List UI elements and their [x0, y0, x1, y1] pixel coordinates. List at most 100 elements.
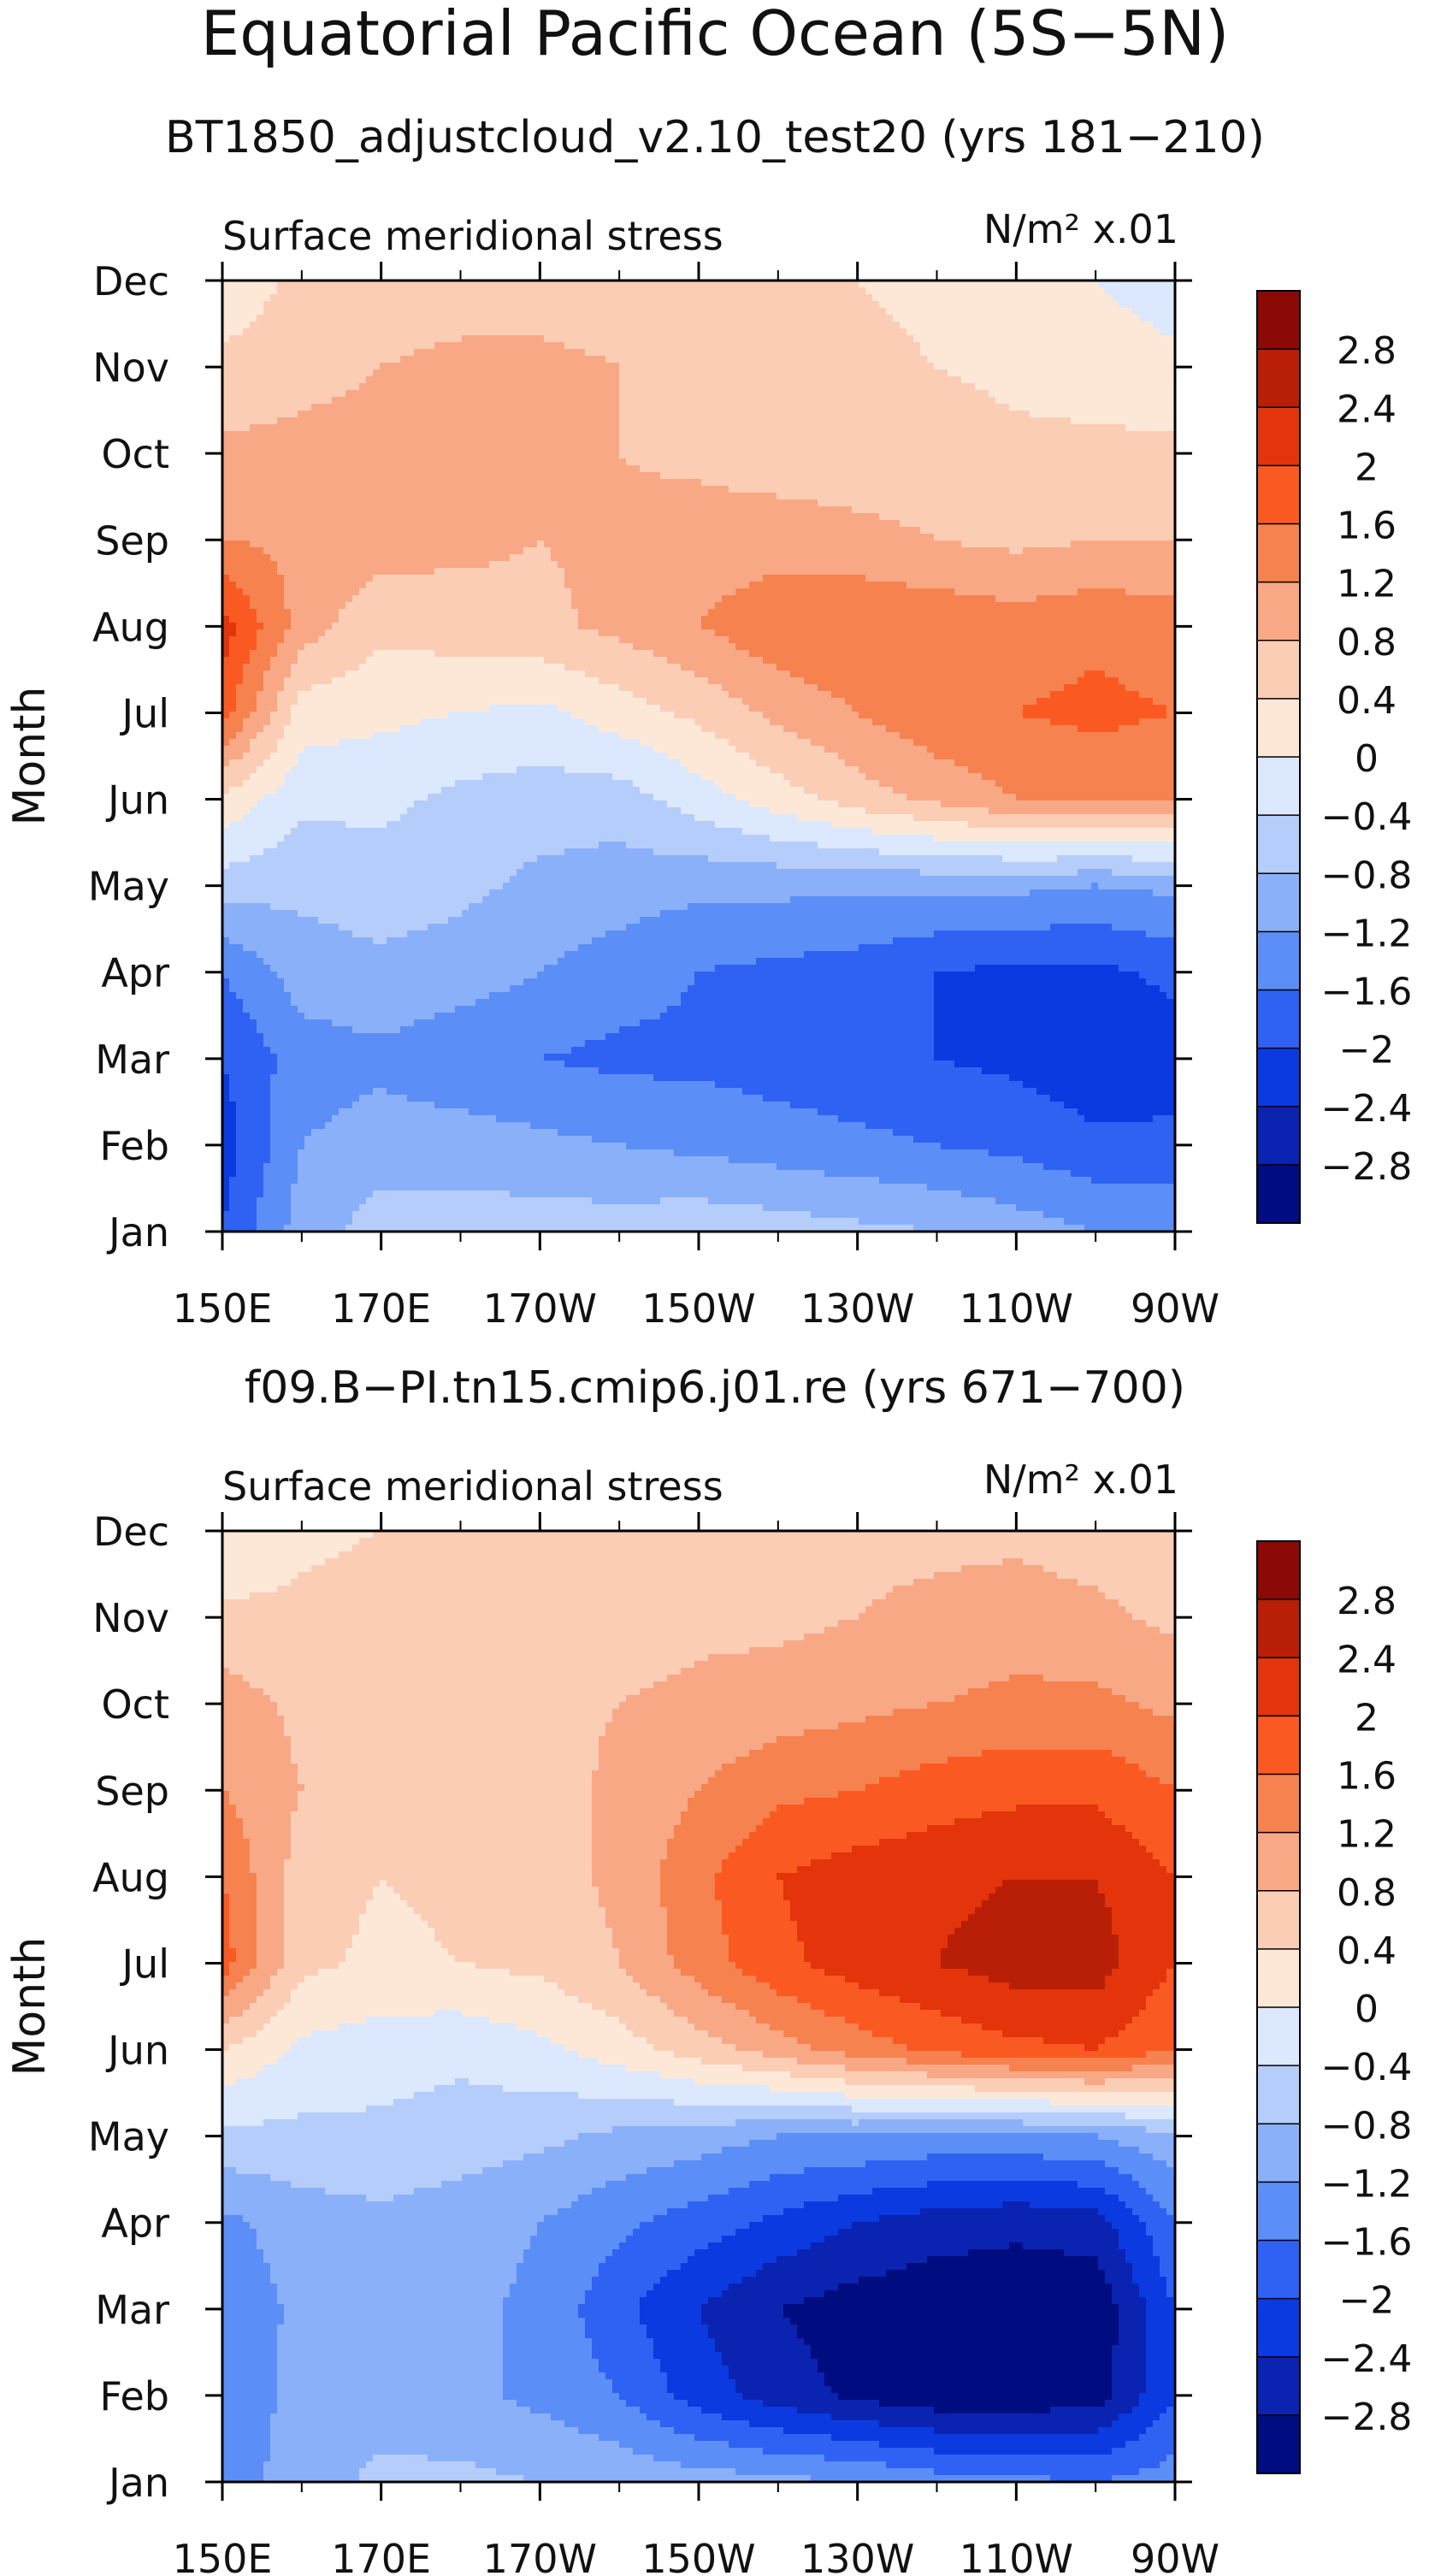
contour-cell	[318, 424, 326, 432]
contour-cell	[1125, 335, 1133, 343]
contour-cell	[257, 315, 264, 322]
contour-cell	[414, 356, 422, 363]
contour-cell	[674, 445, 682, 452]
contour-cell	[482, 363, 490, 370]
contour-cell	[592, 315, 599, 322]
contour-cell	[366, 499, 374, 507]
contour-cell	[838, 438, 846, 446]
contour-cell	[681, 438, 688, 446]
contour-cell	[332, 438, 340, 446]
contour-cell	[626, 287, 634, 295]
contour-cell	[742, 493, 750, 500]
contour-cell	[332, 308, 340, 316]
contour-cell	[763, 287, 771, 295]
contour-cell	[989, 438, 996, 446]
contour-cell	[263, 335, 271, 343]
contour-cell	[592, 431, 599, 439]
contour-cell	[859, 308, 866, 316]
contour-cell	[605, 342, 613, 350]
contour-cell	[1139, 356, 1147, 363]
contour-cell	[763, 458, 771, 466]
contour-cell	[1153, 322, 1160, 329]
contour-cell	[407, 294, 415, 302]
contour-cell	[852, 390, 859, 398]
contour-cell	[674, 315, 682, 322]
contour-cell	[605, 465, 613, 473]
contour-cell	[708, 349, 716, 357]
contour-cell	[770, 438, 777, 446]
contour-cell	[1160, 349, 1167, 357]
contour-cell	[599, 342, 606, 350]
contour-cell	[1064, 349, 1072, 357]
contour-cell	[1050, 390, 1058, 398]
contour-cell	[852, 287, 859, 295]
contour-cell	[585, 294, 593, 302]
contour-cell	[770, 472, 777, 480]
contour-cell	[804, 397, 812, 405]
contour-cell	[605, 294, 613, 302]
contour-cell	[387, 342, 394, 350]
contour-cell	[995, 369, 1003, 377]
contour-cell	[387, 301, 394, 309]
contour-cell	[263, 452, 271, 459]
contour-cell	[934, 328, 942, 336]
contour-cell	[599, 431, 606, 439]
contour-cell	[660, 349, 668, 357]
contour-cell	[872, 431, 880, 439]
contour-cell	[824, 315, 832, 322]
contour-cell	[551, 472, 558, 480]
contour-cell	[257, 322, 264, 329]
contour-cell	[339, 499, 346, 507]
contour-cell	[1166, 458, 1174, 466]
contour-cell	[537, 486, 545, 493]
contour-cell	[318, 335, 326, 343]
contour-cell	[380, 445, 387, 452]
contour-cell	[879, 335, 887, 343]
contour-cell	[373, 486, 381, 493]
contour-cell	[667, 356, 675, 363]
contour-cell	[845, 417, 853, 425]
contour-cell	[298, 458, 305, 466]
contour-cell	[681, 397, 688, 405]
contour-cell	[715, 465, 723, 473]
contour-cell	[373, 445, 381, 452]
contour-cell	[948, 479, 955, 487]
contour-cell	[1105, 465, 1113, 473]
contour-cell	[688, 363, 695, 370]
contour-cell	[1146, 308, 1154, 316]
contour-cell	[455, 445, 463, 452]
contour-cell	[1125, 383, 1133, 391]
contour-cell	[229, 294, 237, 302]
contour-cell	[954, 417, 962, 425]
contour-cell	[503, 465, 511, 473]
contour-cell	[1112, 376, 1119, 384]
contour-cell	[551, 499, 558, 507]
contour-cell	[1084, 322, 1092, 329]
contour-cell	[517, 363, 524, 370]
contour-cell	[749, 342, 757, 350]
contour-cell	[393, 390, 401, 398]
contour-cell	[1146, 417, 1154, 425]
contour-cell	[948, 506, 955, 514]
contour-cell	[1091, 315, 1099, 322]
contour-cell	[510, 479, 517, 487]
contour-cell	[482, 472, 490, 480]
contour-cell	[1125, 363, 1133, 370]
contour-cell	[366, 342, 374, 350]
contour-cell	[428, 424, 435, 432]
contour-cell	[339, 287, 346, 295]
contour-cell	[831, 322, 839, 329]
contour-cell	[818, 499, 825, 507]
contour-cell	[537, 431, 545, 439]
contour-cell	[263, 479, 271, 487]
contour-cell	[845, 445, 853, 452]
contour-cell	[920, 445, 928, 452]
contour-cell	[605, 411, 613, 418]
contour-cell	[1091, 411, 1099, 418]
contour-cell	[455, 363, 463, 370]
contour-cell	[270, 376, 278, 384]
contour-cell	[1071, 404, 1078, 411]
contour-cell	[489, 363, 497, 370]
contour-cell	[927, 424, 935, 432]
contour-cell	[366, 431, 374, 439]
